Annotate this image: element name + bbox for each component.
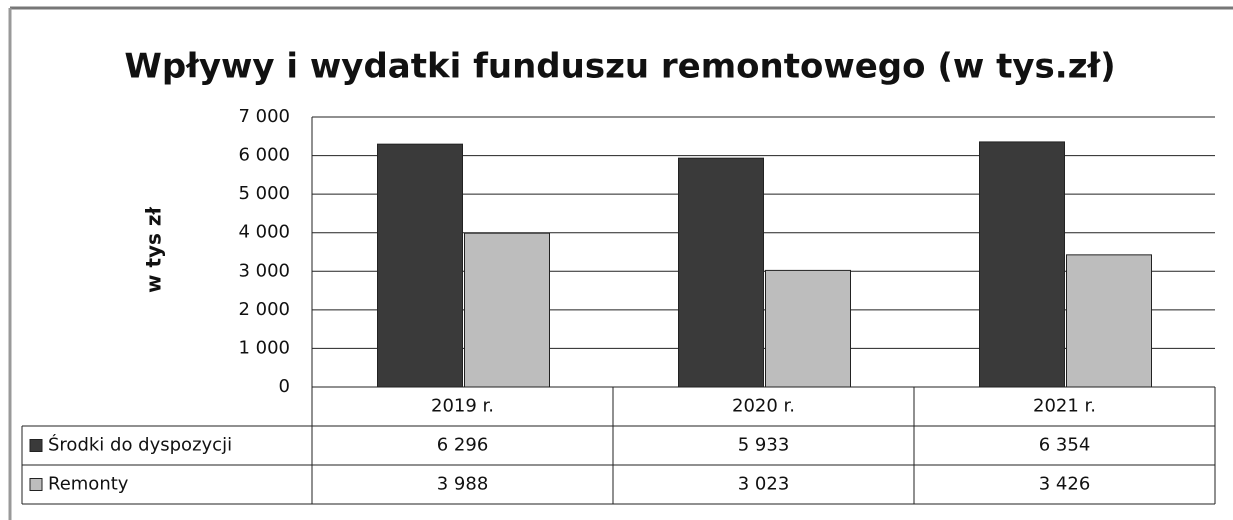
y-tick-label: 6 000 [238,145,290,166]
legend-swatch [29,478,43,491]
value-label: 6 354 [1039,435,1091,456]
y-tick-label: 4 000 [238,222,290,243]
value-label: 3 988 [437,474,489,495]
value-label: 5 933 [738,435,790,456]
y-tick-label: 3 000 [238,260,290,281]
value-label: 3 023 [738,474,790,495]
bar [1066,254,1152,388]
value-label: 6 296 [437,435,489,456]
x-tick-label: 2020 r. [732,396,795,417]
x-tick-label: 2021 r. [1033,396,1096,417]
x-tick-label: 2019 r. [431,396,494,417]
y-tick-label: 2 000 [238,299,290,320]
chart-title: Wpływy i wydatki funduszu remontowego (w… [124,47,1115,87]
bar [377,143,463,388]
legend-label: Środki do dyspozycji [48,434,232,456]
y-axis-title: w tys zł [142,206,166,293]
legend-swatch [29,439,43,452]
y-tick-label: 5 000 [238,183,290,204]
legend-label: Remonty [48,474,129,495]
bar [979,141,1065,388]
y-tick-label: 7 000 [238,106,290,127]
y-tick-label: 0 [279,376,290,397]
bar [765,269,851,388]
bar [464,232,550,388]
bar [678,157,764,388]
y-tick-label: 1 000 [238,337,290,358]
value-label: 3 426 [1039,474,1091,495]
